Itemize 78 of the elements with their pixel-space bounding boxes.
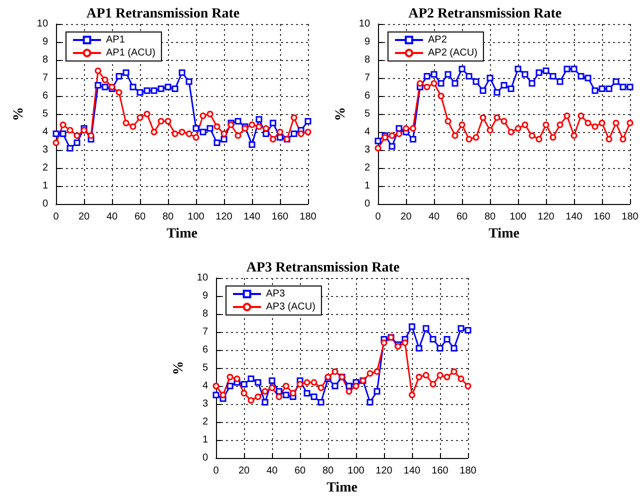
x-tick-label: 80 xyxy=(322,466,334,476)
y-tick-label: 4 xyxy=(42,126,48,138)
y-tick-label: 8 xyxy=(364,54,370,66)
x-tick-label: 100 xyxy=(510,212,527,222)
y-tick-label: 7 xyxy=(42,72,48,84)
y-tick-label: 2 xyxy=(364,162,370,174)
y-tick-label: 1 xyxy=(364,180,370,192)
y-tick-label: 7 xyxy=(202,326,208,338)
x-tick-label: 180 xyxy=(300,212,317,222)
x-tick-label: 120 xyxy=(538,212,555,222)
x-tick-label: 20 xyxy=(238,466,250,476)
y-tick-label: 5 xyxy=(42,108,48,120)
y-tick-label: 3 xyxy=(202,398,208,410)
legend-label: AP3 xyxy=(266,288,286,300)
x-tick-label: 40 xyxy=(428,212,440,222)
legend-label: AP3 (ACU) xyxy=(266,302,316,312)
x-tick-label: 120 xyxy=(216,212,233,222)
y-tick-label: 2 xyxy=(202,416,208,428)
x-tick-label: 180 xyxy=(460,466,477,476)
y-axis-title: % xyxy=(12,107,26,121)
y-tick-label: 8 xyxy=(42,54,48,66)
x-tick-label: 120 xyxy=(376,466,393,476)
y-tick-label: 9 xyxy=(202,290,208,302)
x-tick-label: 0 xyxy=(213,466,220,476)
legend-label: AP1 xyxy=(106,34,126,46)
x-tick-label: 160 xyxy=(272,212,289,222)
chart-title: AP3 Retransmission Rate xyxy=(246,260,400,276)
x-tick-label: 80 xyxy=(162,212,174,222)
y-tick-label: 9 xyxy=(42,36,48,48)
y-tick-label: 0 xyxy=(202,452,208,464)
x-axis-title: Time xyxy=(326,480,358,496)
x-tick-label: 140 xyxy=(404,466,421,476)
y-axis-title: % xyxy=(334,107,348,121)
x-tick-label: 40 xyxy=(106,212,118,222)
x-axis-title: Time xyxy=(166,226,198,242)
chart-title: AP2 Retransmission Rate xyxy=(408,6,562,22)
chart-title: AP1 Retransmission Rate xyxy=(86,6,240,22)
x-tick-label: 40 xyxy=(266,466,278,476)
x-tick-label: 60 xyxy=(294,466,306,476)
x-tick-label: 180 xyxy=(622,212,639,222)
y-tick-label: 6 xyxy=(42,90,48,102)
y-tick-label: 0 xyxy=(42,198,48,210)
y-tick-label: 6 xyxy=(202,344,208,356)
y-tick-label: 3 xyxy=(364,144,370,156)
y-tick-label: 9 xyxy=(364,36,370,48)
x-tick-label: 80 xyxy=(484,212,496,222)
y-tick-label: 10 xyxy=(36,18,48,30)
y-tick-label: 2 xyxy=(42,162,48,174)
y-tick-label: 5 xyxy=(364,108,370,120)
legend-label: AP2 (ACU) xyxy=(428,48,478,58)
x-tick-label: 0 xyxy=(53,212,60,222)
x-tick-label: 160 xyxy=(594,212,611,222)
x-tick-label: 140 xyxy=(244,212,261,222)
x-axis-title: Time xyxy=(488,226,520,242)
x-tick-label: 160 xyxy=(432,466,449,476)
y-tick-label: 8 xyxy=(202,308,208,320)
y-tick-label: 6 xyxy=(364,90,370,102)
y-tick-label: 1 xyxy=(42,180,48,192)
legend-label: AP2 xyxy=(428,34,448,46)
legend-label: AP1 (ACU) xyxy=(106,48,156,58)
x-tick-label: 140 xyxy=(566,212,583,222)
x-tick-label: 0 xyxy=(375,212,382,222)
y-tick-label: 7 xyxy=(364,72,370,84)
y-tick-label: 3 xyxy=(42,144,48,156)
y-axis-title: % xyxy=(172,361,186,375)
y-tick-label: 4 xyxy=(364,126,370,138)
x-tick-label: 100 xyxy=(188,212,205,222)
y-tick-label: 5 xyxy=(202,362,208,374)
y-tick-label: 4 xyxy=(202,380,208,392)
y-tick-label: 0 xyxy=(364,198,370,210)
x-tick-label: 60 xyxy=(134,212,146,222)
x-tick-label: 20 xyxy=(78,212,90,222)
x-tick-label: 60 xyxy=(456,212,468,222)
x-tick-label: 20 xyxy=(400,212,412,222)
x-tick-label: 100 xyxy=(348,466,365,476)
y-tick-label: 10 xyxy=(358,18,370,30)
y-tick-label: 1 xyxy=(202,434,208,446)
y-tick-label: 10 xyxy=(196,272,208,284)
